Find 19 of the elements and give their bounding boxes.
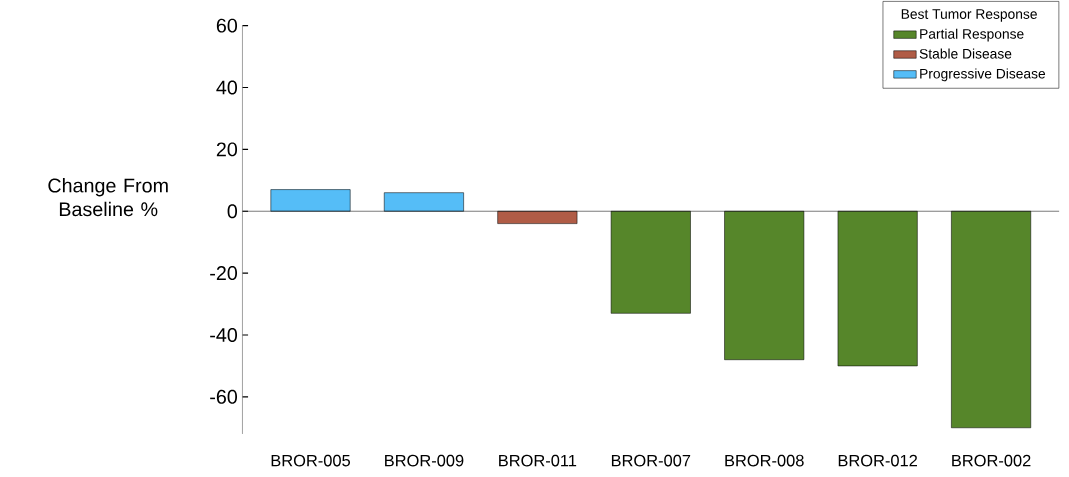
x-tick-label: BROR-008 [725, 454, 804, 467]
x-tick-label: BROR-002 [952, 454, 1031, 467]
y-tick-label: 0 [227, 204, 238, 219]
x-tick-label: BROR-012 [838, 454, 918, 467]
y-tick-label: -20 [210, 265, 238, 280]
y-tick-label: 60 [216, 18, 238, 33]
y-tick-label: -60 [210, 389, 238, 404]
y-tick-label: 40 [216, 80, 238, 95]
legend-title: Best Tumor Response [901, 9, 1037, 22]
y-tick-label: 20 [216, 142, 238, 157]
x-tick-label: BROR-005 [271, 454, 351, 467]
y-axis-title: Change From Baseline % [48, 177, 168, 217]
y-tick-label: -40 [210, 327, 238, 342]
legend-label: Partial Response [920, 28, 1024, 42]
x-tick-label: BROR-007 [611, 454, 691, 467]
x-tick-label: BROR-011 [499, 454, 577, 467]
legend-label: Progressive Disease [920, 68, 1046, 82]
legend-label: Stable Disease [919, 48, 1012, 59]
x-tick-label: BROR-009 [385, 454, 464, 467]
